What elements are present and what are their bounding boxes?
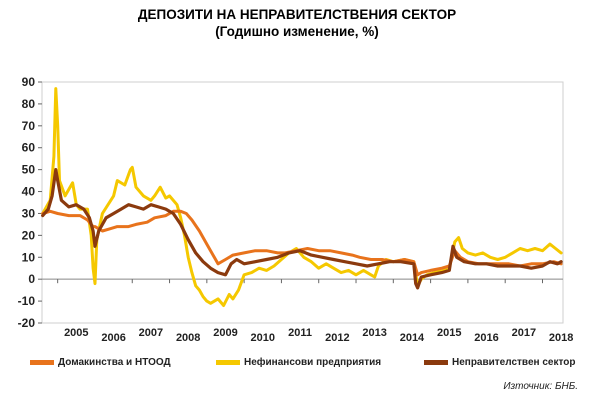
x-tick-label: 2005 bbox=[64, 327, 88, 339]
legend-label-total: Неправителствен сектор bbox=[452, 356, 576, 368]
y-tick-label: 20 bbox=[22, 228, 36, 242]
x-tick-label: 2014 bbox=[400, 332, 425, 344]
x-tick-label: 2015 bbox=[437, 327, 461, 339]
x-tick-label: 2012 bbox=[325, 332, 349, 344]
y-tick-label: 10 bbox=[22, 250, 36, 264]
y-tick-label: 50 bbox=[22, 163, 36, 177]
plot-area bbox=[41, 81, 564, 324]
x-tick-label: 2013 bbox=[362, 327, 386, 339]
x-tick-label: 2018 bbox=[549, 332, 573, 344]
chart-subtitle: (Годишно изменение, %) bbox=[215, 24, 379, 39]
y-tick-label: -10 bbox=[18, 294, 36, 308]
y-tick-label: 80 bbox=[22, 97, 36, 111]
legend-swatch-enterprises bbox=[216, 359, 240, 365]
x-tick-label: 2016 bbox=[474, 332, 498, 344]
chart-title: ДЕПОЗИТИ НА НЕПРАВИТЕЛСТВЕНИЯ СЕКТОР bbox=[137, 7, 457, 22]
legend-swatch-households bbox=[30, 359, 54, 365]
y-tick-label: 40 bbox=[22, 185, 36, 199]
y-tick-label: 60 bbox=[22, 141, 36, 155]
legend-swatch-total bbox=[424, 359, 448, 365]
series-line-2 bbox=[41, 168, 563, 290]
legend-item-total: Неправителствен сектор bbox=[424, 355, 575, 369]
series-line-1 bbox=[41, 87, 563, 307]
y-tick-label: 0 bbox=[28, 272, 35, 286]
x-tick-label: 2007 bbox=[139, 327, 163, 339]
legend-label-enterprises: Нефинансови предприятия bbox=[244, 356, 382, 368]
source-note: Източник: БНБ. bbox=[503, 381, 578, 392]
x-tick-label: 2011 bbox=[288, 327, 312, 339]
y-tick-label: 90 bbox=[22, 75, 36, 89]
series-line-0 bbox=[41, 209, 563, 277]
legend-item-enterprises: Нефинансови предприятия bbox=[216, 355, 381, 369]
legend-label-households: Домакинства и НТООД bbox=[58, 356, 171, 368]
y-tick-label: 70 bbox=[22, 119, 36, 133]
x-tick-label: 2006 bbox=[101, 332, 125, 344]
legend-item-households: Домакинства и НТООД bbox=[30, 355, 171, 369]
x-tick-label: 2009 bbox=[213, 327, 237, 339]
x-tick-label: 2008 bbox=[176, 332, 200, 344]
x-tick-label: 2010 bbox=[251, 332, 275, 344]
y-tick-label: 30 bbox=[22, 206, 36, 220]
y-tick-label: -20 bbox=[18, 316, 36, 330]
x-tick-label: 2017 bbox=[512, 327, 536, 339]
